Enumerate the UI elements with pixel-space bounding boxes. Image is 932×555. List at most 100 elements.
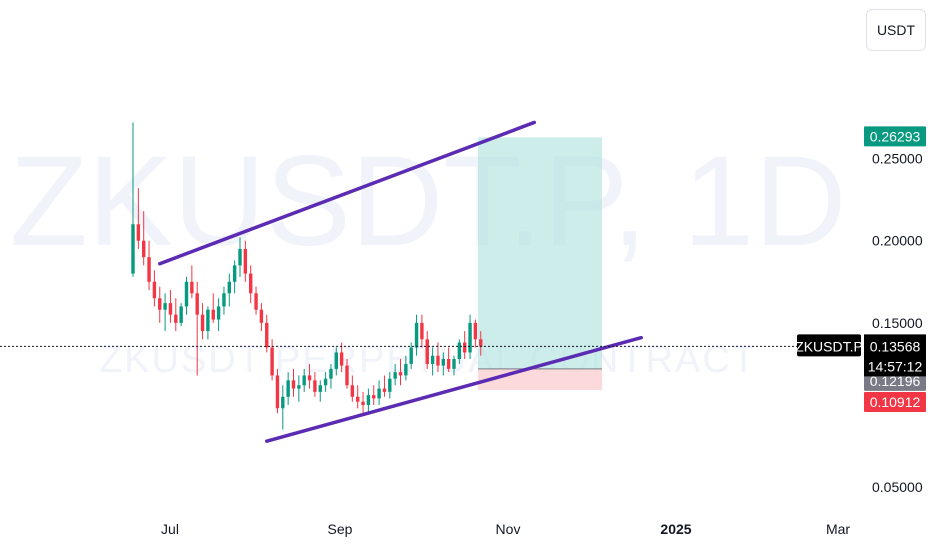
symbol-tag: ZKUSDT.P: [795, 334, 863, 357]
candle: [147, 240, 151, 290]
candle: [211, 293, 215, 323]
candle-body: [473, 322, 478, 340]
candle-body: [382, 388, 387, 392]
candle-body: [184, 281, 189, 307]
candle: [163, 293, 167, 332]
candle-body: [318, 385, 322, 392]
candle-body: [372, 395, 376, 399]
candle: [457, 339, 462, 364]
candle: [463, 331, 467, 359]
position-zones[interactable]: [478, 137, 602, 391]
candle: [243, 240, 248, 282]
candle: [473, 319, 478, 348]
time-axis[interactable]: Jul Sep Nov 2025 Mar: [161, 521, 850, 537]
candle: [254, 286, 258, 315]
candle: [404, 355, 408, 381]
entry-price-tag-text: 0.12196: [870, 373, 921, 389]
price-tick-label: 0.05000: [872, 479, 923, 495]
currency-button[interactable]: USDT: [866, 9, 926, 51]
candle-body: [420, 322, 424, 340]
candle-body: [190, 281, 194, 294]
candle: [366, 388, 371, 412]
candle-body: [404, 363, 408, 376]
time-tick-label: 2025: [660, 521, 691, 537]
candle-body: [436, 355, 440, 366]
candle: [382, 375, 387, 397]
candle: [232, 260, 237, 294]
candle: [479, 331, 483, 356]
candle: [206, 306, 210, 340]
candle-body: [297, 385, 301, 389]
channel-lower-line: [265, 335, 643, 443]
candle: [436, 342, 440, 373]
candle: [425, 331, 429, 369]
price-tick-label: 0.25000: [872, 151, 923, 167]
candle: [452, 355, 456, 376]
candle-body: [158, 298, 162, 310]
candles: [131, 122, 483, 430]
candle-body: [377, 388, 381, 399]
symbol-tag-bg: [797, 334, 861, 357]
candle: [190, 265, 194, 299]
trend-channel[interactable]: [158, 120, 643, 443]
candle: [227, 273, 231, 307]
candle-body: [452, 359, 456, 369]
candle-body: [457, 342, 462, 359]
candle: [179, 303, 183, 327]
candle-body: [206, 309, 210, 332]
candle: [372, 385, 376, 405]
candle-body: [430, 355, 435, 364]
candle: [388, 372, 392, 399]
candle: [393, 363, 397, 386]
candle-body: [142, 240, 146, 258]
countdown-text: 14:57:12: [868, 358, 923, 374]
current-price-text: 0.13568: [870, 338, 921, 354]
candle-body: [334, 352, 338, 369]
candle: [414, 314, 419, 356]
stop-price-tag-bg: [864, 392, 926, 413]
candle: [184, 276, 189, 315]
candle: [302, 368, 306, 392]
candle-body: [313, 380, 317, 392]
candle-body: [388, 378, 392, 392]
candle-body: [254, 293, 258, 310]
candle-body: [174, 314, 178, 323]
target-price-tag-bg: [864, 126, 926, 147]
candle-body: [179, 306, 183, 323]
price-tags: 0.26293 0.12196 0.10912 0.13568 14:57:12 ZKUS…: [795, 126, 926, 413]
candle: [350, 375, 355, 402]
candle: [200, 303, 205, 340]
candle: [430, 347, 435, 376]
candle-body: [329, 368, 333, 379]
candle: [281, 385, 285, 430]
candle: [334, 347, 338, 376]
candle-body: [468, 322, 472, 353]
candle-body: [307, 375, 312, 381]
candle: [168, 290, 173, 323]
candle: [158, 286, 162, 323]
candle: [249, 265, 253, 304]
time-tick-label: Jul: [161, 521, 179, 537]
candle: [259, 303, 264, 332]
candle: [222, 286, 226, 315]
candle-body: [275, 375, 280, 409]
candle-body: [479, 339, 483, 347]
candle: [265, 314, 269, 353]
candle: [142, 211, 146, 266]
candle-body: [259, 309, 264, 323]
candle-body: [302, 375, 306, 386]
candle: [275, 368, 280, 414]
candle-body: [463, 342, 467, 353]
watermark-top: ZKUSDT.P, 1D: [10, 130, 847, 273]
candle-body: [446, 359, 451, 369]
candle-body: [232, 265, 237, 282]
time-tick-label: Nov: [496, 521, 521, 537]
price-axis[interactable]: 0.05000 0.15000 0.20000 0.25000: [872, 151, 923, 496]
candle-body: [291, 380, 296, 389]
candle: [468, 314, 472, 359]
candle: [361, 391, 365, 414]
candle: [238, 237, 242, 277]
candle-body: [265, 322, 269, 348]
